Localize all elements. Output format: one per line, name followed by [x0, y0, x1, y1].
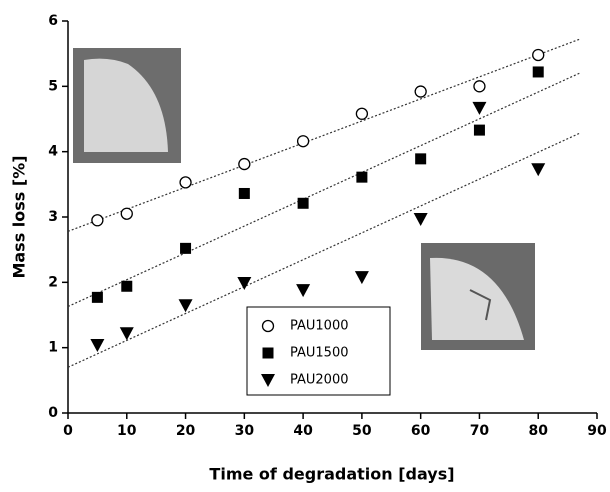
point — [473, 80, 486, 93]
x-tick-label: 50 — [352, 423, 372, 439]
point — [261, 374, 275, 387]
point — [237, 276, 252, 290]
point — [532, 66, 544, 78]
x-tick-label: 10 — [117, 423, 137, 439]
x-axis-title: Time of degradation [days] — [209, 465, 454, 484]
point — [473, 124, 485, 136]
trend-line — [67, 38, 580, 232]
point — [355, 107, 369, 120]
point — [121, 280, 133, 292]
y-tick-label: 3 — [48, 209, 58, 225]
point — [532, 48, 545, 62]
y-tick-label: 6 — [48, 13, 58, 29]
point — [297, 197, 309, 209]
point — [296, 135, 310, 148]
point — [531, 163, 546, 177]
x-tick-label: 90 — [587, 423, 607, 439]
point — [262, 347, 274, 359]
x-tick-label: 60 — [411, 423, 431, 439]
point — [413, 212, 428, 226]
y-tick-label: 5 — [48, 78, 58, 94]
trend-line — [67, 72, 580, 308]
point — [414, 85, 427, 98]
point — [179, 176, 192, 189]
legend-label: PAU1500 — [290, 346, 349, 361]
x-tick-label: 80 — [528, 423, 548, 439]
y-tick-label: 1 — [48, 340, 58, 356]
point — [261, 319, 275, 333]
x-tick-label: 20 — [176, 423, 196, 439]
point — [119, 327, 134, 341]
point — [90, 339, 105, 353]
point — [238, 157, 251, 171]
x-tick-label: 70 — [470, 423, 490, 439]
y-axis-title: Mass loss [%] — [10, 155, 29, 278]
point — [356, 171, 368, 183]
inset-photo — [421, 243, 535, 350]
point — [472, 101, 487, 115]
legend-label: PAU2000 — [290, 373, 349, 388]
point — [91, 214, 104, 227]
point — [238, 187, 250, 199]
legend-label: PAU1000 — [290, 319, 349, 334]
x-tick-label: 0 — [63, 423, 73, 439]
point — [296, 284, 311, 298]
y-tick-label: 0 — [48, 405, 58, 421]
x-tick-label: 30 — [235, 423, 255, 439]
point — [120, 207, 133, 220]
point — [178, 299, 193, 313]
y-tick-label: 4 — [48, 144, 58, 160]
x-tick-label: 40 — [293, 423, 313, 439]
point — [354, 271, 369, 285]
y-tick-label: 2 — [48, 274, 58, 290]
inset-photo — [73, 48, 181, 163]
trend-line — [67, 132, 580, 368]
point — [180, 242, 192, 254]
point — [91, 291, 103, 303]
point — [415, 153, 427, 165]
